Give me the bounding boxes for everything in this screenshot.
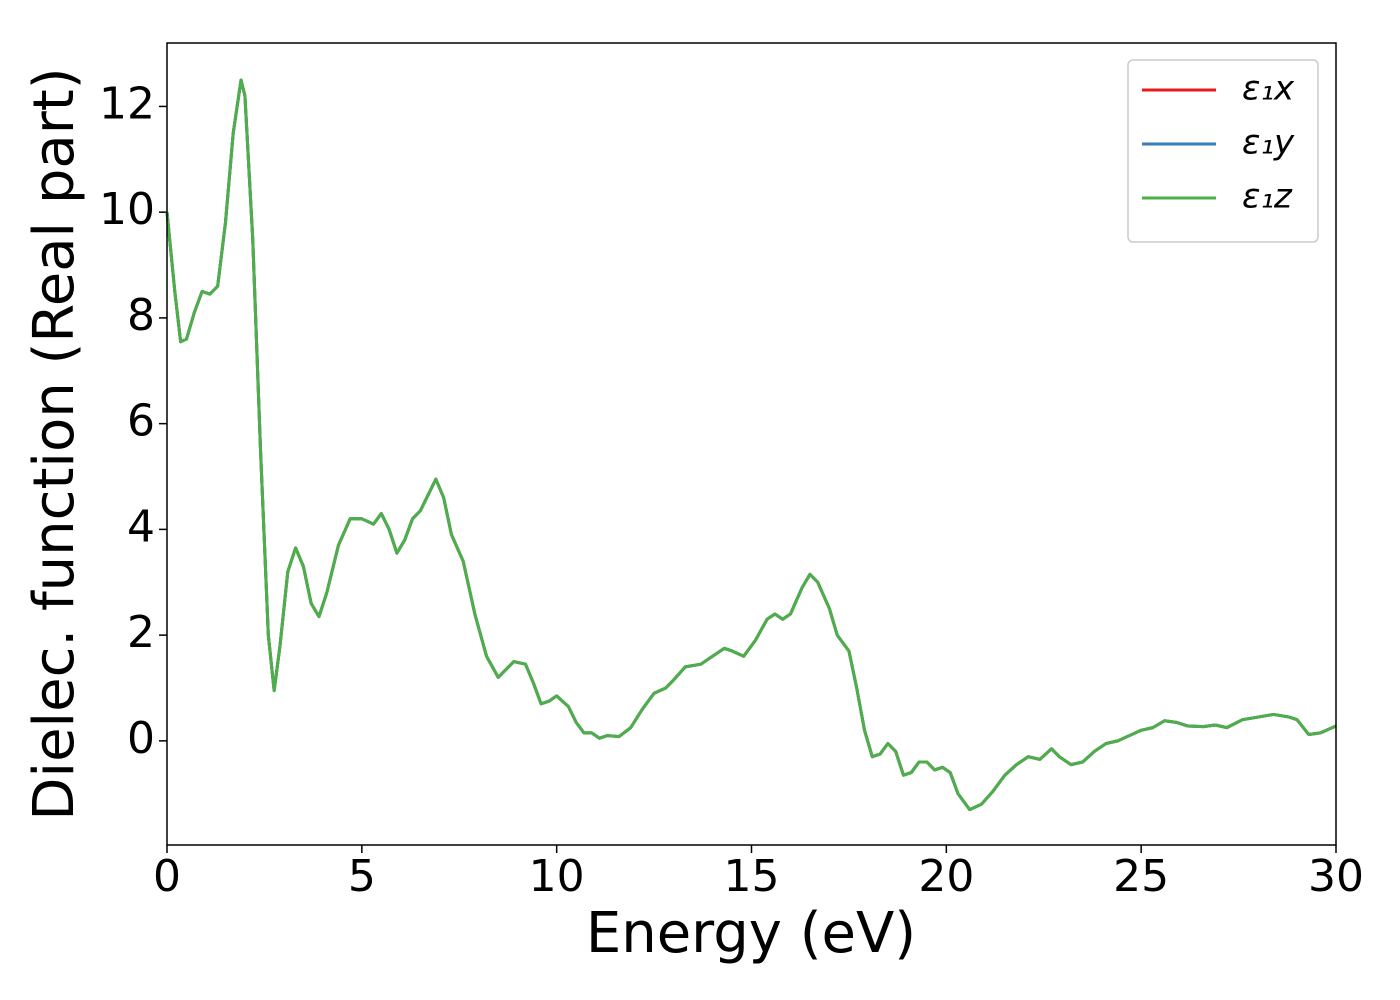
y-axis-label: Dielec. function (Real part) <box>22 67 87 820</box>
series-line <box>165 78 1337 812</box>
legend-label: ε₁y <box>1242 123 1295 163</box>
x-tick-label: 25 <box>1113 851 1169 902</box>
legend-label: ε₁x <box>1242 69 1295 109</box>
x-tick-label: 30 <box>1308 851 1364 902</box>
plot-frame <box>166 42 1337 846</box>
y-tick-label: 6 <box>127 396 155 447</box>
y-tick-label: 0 <box>127 713 155 764</box>
x-tick-label: 5 <box>348 851 376 902</box>
y-tick-label: 12 <box>99 78 155 129</box>
x-tick-label: 20 <box>918 851 974 902</box>
x-tick-label: 10 <box>529 851 585 902</box>
y-tick-label: 8 <box>127 290 155 341</box>
x-tick-label: 15 <box>724 851 780 902</box>
y-tick-label: 10 <box>99 184 155 235</box>
x-tick-label: 0 <box>153 851 181 902</box>
y-tick-label: 2 <box>127 607 155 658</box>
x-axis-label: Energy (eV) <box>586 901 916 966</box>
y-tick-label: 4 <box>127 501 155 552</box>
legend-label: ε₁z <box>1242 177 1293 217</box>
